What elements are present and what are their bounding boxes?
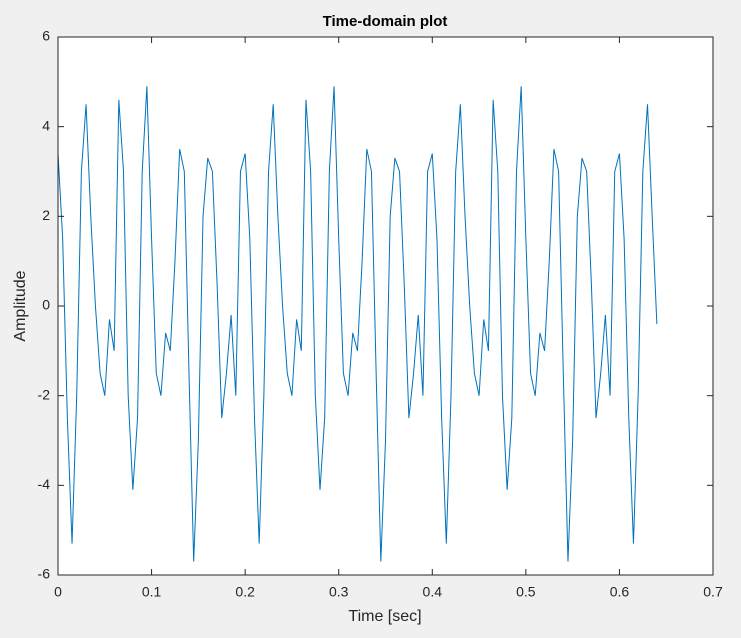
x-tick-label: 0.5 — [516, 584, 536, 600]
x-tick-label: 0 — [54, 584, 62, 600]
x-tick-label: 0.3 — [329, 584, 349, 600]
x-tick-label: 0.6 — [610, 584, 630, 600]
y-tick-label: 2 — [42, 207, 50, 223]
y-tick-label: 0 — [42, 297, 50, 313]
y-tick-label: 4 — [42, 117, 50, 133]
signal-line — [57, 86, 658, 562]
y-tick-label: 6 — [42, 28, 50, 44]
plot-area — [58, 37, 713, 575]
x-tick-label: 0.7 — [703, 584, 723, 600]
x-axis-label: Time [sec] — [348, 608, 421, 625]
y-tick-label: -6 — [38, 566, 51, 582]
y-tick-label: -4 — [38, 476, 51, 492]
y-tick-label: -2 — [38, 386, 51, 402]
y-axis-label: Amplitude — [12, 270, 29, 341]
x-tick-label: 0.4 — [423, 584, 443, 600]
chart-title: Time-domain plot — [323, 13, 448, 30]
x-tick-label: 0.1 — [142, 584, 162, 600]
x-tick-label: 0.2 — [235, 584, 255, 600]
